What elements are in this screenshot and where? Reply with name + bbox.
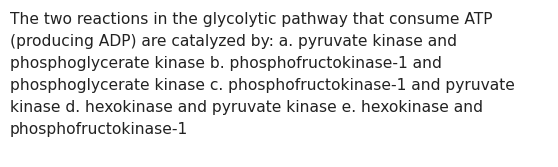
Text: kinase d. hexokinase and pyruvate kinase e. hexokinase and: kinase d. hexokinase and pyruvate kinase…	[10, 100, 483, 115]
Text: phosphoglycerate kinase b. phosphofructokinase-1 and: phosphoglycerate kinase b. phosphofructo…	[10, 56, 442, 71]
Text: phosphoglycerate kinase c. phosphofructokinase-1 and pyruvate: phosphoglycerate kinase c. phosphofructo…	[10, 78, 515, 93]
Text: (producing ADP) are catalyzed by: a. pyruvate kinase and: (producing ADP) are catalyzed by: a. pyr…	[10, 34, 457, 49]
Text: phosphofructokinase-1: phosphofructokinase-1	[10, 122, 188, 137]
Text: The two reactions in the glycolytic pathway that consume ATP: The two reactions in the glycolytic path…	[10, 12, 493, 27]
